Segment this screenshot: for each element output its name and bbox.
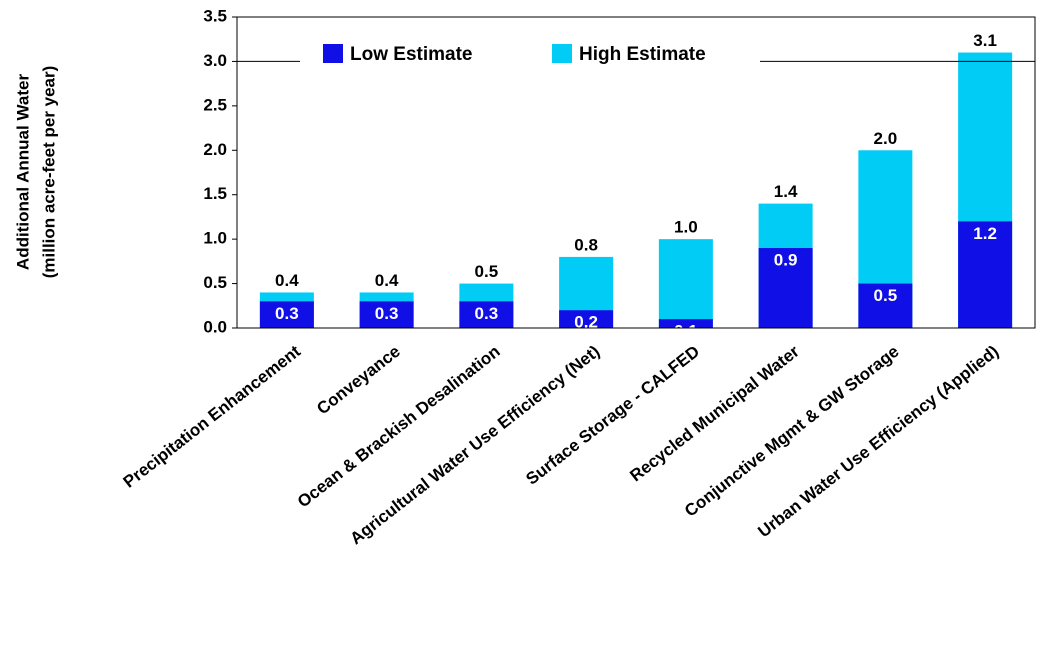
value-label: 0.8	[574, 235, 598, 254]
y-tick-label: 2.0	[203, 140, 227, 159]
legend-label: High Estimate	[579, 44, 706, 65]
x-tick-label: Ocean & Brackish Desalination	[294, 342, 504, 512]
y-axis-title: (million acre-feet per year)	[39, 66, 58, 279]
value-label: 0.3	[375, 304, 399, 323]
legend-label: Low Estimate	[350, 44, 472, 65]
value-label: 0.1	[674, 322, 698, 341]
value-label: 1.2	[973, 224, 997, 243]
y-tick-label: 3.5	[203, 6, 227, 25]
bar	[658, 319, 713, 328]
legend-box	[300, 40, 760, 80]
bar	[259, 301, 314, 328]
value-label: 0.5	[874, 286, 898, 305]
bar	[958, 221, 1013, 328]
value-label: 2.0	[874, 129, 898, 148]
y-axis-title: Additional Annual Water	[13, 74, 32, 271]
value-label: 0.3	[475, 304, 499, 323]
x-tick-label: Conjunctive Mgmt & GW Storage	[681, 342, 903, 521]
legend-swatch	[323, 44, 343, 63]
value-label: 3.1	[973, 31, 997, 50]
bar	[559, 310, 614, 328]
value-label: 0.4	[375, 271, 399, 290]
y-tick-label: 0.0	[203, 317, 227, 336]
y-tick-label: 1.0	[203, 229, 227, 248]
x-tick-label: Surface Storage - CALFED	[522, 342, 703, 489]
value-label: 0.2	[574, 313, 598, 332]
legend-swatch	[552, 44, 572, 63]
bar	[658, 239, 713, 328]
y-tick-label: 2.5	[203, 95, 227, 114]
bar	[359, 301, 414, 328]
value-label: 0.9	[774, 251, 798, 270]
value-label: 0.5	[475, 262, 499, 281]
y-tick-label: 3.0	[203, 51, 227, 70]
bar	[858, 283, 913, 328]
y-tick-label: 0.5	[203, 273, 227, 292]
y-tick-label: 1.5	[203, 184, 227, 203]
value-label: 0.4	[275, 271, 299, 290]
value-label: 1.4	[774, 182, 798, 201]
bar	[758, 248, 813, 328]
x-tick-label: Recycled Municipal Water	[626, 341, 803, 485]
x-tick-label: Conveyance	[313, 342, 404, 419]
value-label: 1.0	[674, 218, 698, 237]
bar	[459, 301, 514, 328]
value-label: 0.3	[275, 304, 299, 323]
x-tick-label: Precipitation Enhancement	[120, 342, 305, 492]
